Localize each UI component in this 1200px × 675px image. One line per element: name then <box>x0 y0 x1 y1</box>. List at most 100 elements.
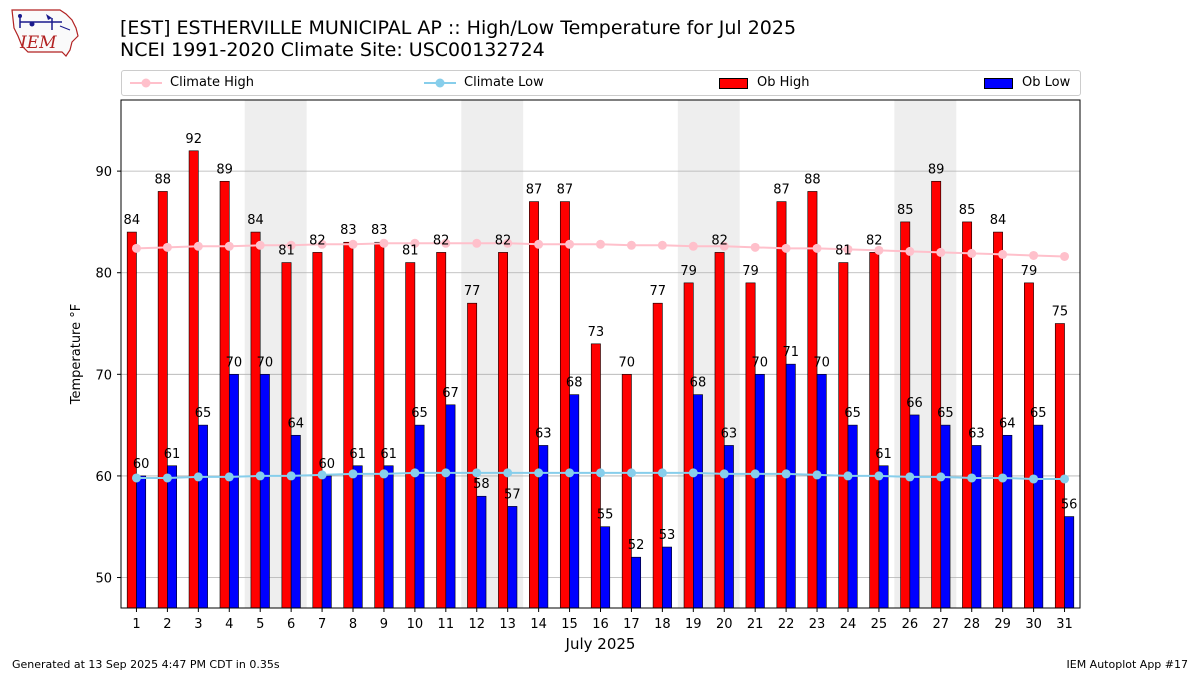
ob-low-label: 70 <box>257 355 274 370</box>
ob-low-bar <box>693 394 703 609</box>
climate-high-line-icon <box>130 78 162 87</box>
legend-climate-high: Climate High <box>130 75 254 90</box>
x-tick-label: 17 <box>623 617 640 632</box>
ob-low-label: 61 <box>380 447 397 462</box>
ob-high-label: 88 <box>154 172 171 187</box>
ob-low-label: 65 <box>1030 406 1047 421</box>
legend-ob-high-label: Ob High <box>757 75 810 90</box>
ob-low-label: 68 <box>690 376 707 391</box>
ob-low-bar <box>662 546 672 609</box>
ob-high-label: 79 <box>680 264 697 279</box>
ob-low-bar <box>909 414 920 609</box>
y-tick-label: 60 <box>95 470 112 485</box>
climate-low-point <box>379 469 389 479</box>
legend-ob-high: Ob High <box>719 75 810 90</box>
ob-high-label: 82 <box>495 233 512 248</box>
ob-high-label: 92 <box>185 132 202 147</box>
x-tick-label: 31 <box>1056 617 1073 632</box>
x-tick-label: 28 <box>963 617 980 632</box>
ob-high-bar <box>343 241 354 609</box>
ob-high-bar <box>559 201 570 609</box>
climate-low-point <box>905 472 915 482</box>
ob-high-label: 85 <box>959 203 976 218</box>
ob-low-bar <box>754 374 765 609</box>
chart-legend: Climate High Climate Low Ob High Ob Low <box>121 70 1081 96</box>
ob-low-bar <box>167 465 177 609</box>
ob-low-bar <box>785 363 796 609</box>
ob-high-bar <box>157 191 168 609</box>
ob-low-bar <box>290 434 301 609</box>
ob-high-bar <box>621 374 632 609</box>
ob-high-bar <box>838 262 849 609</box>
ob-high-label: 79 <box>1021 264 1038 279</box>
climate-low-point <box>626 468 636 478</box>
ob-high-bar <box>776 201 787 609</box>
ob-low-bar <box>816 374 827 609</box>
climate-high-point <box>131 243 141 253</box>
ob-high-label: 87 <box>557 183 574 198</box>
iem-logo: IEM <box>8 6 82 58</box>
climate-high-point <box>812 243 822 253</box>
climate-low-point <box>534 468 544 478</box>
legend-ob-low: Ob Low <box>984 75 1070 90</box>
ob-high-label: 83 <box>340 223 357 238</box>
ob-high-label: 79 <box>742 264 759 279</box>
legend-climate-high-label: Climate High <box>170 75 255 90</box>
climate-high-point <box>874 245 884 255</box>
legend-ob-low-label: Ob Low <box>1022 75 1071 90</box>
ob-high-swatch-icon <box>719 77 748 89</box>
ob-low-label: 56 <box>1061 498 1078 513</box>
x-tick-label: 19 <box>685 617 702 632</box>
climate-high-point <box>905 246 915 256</box>
climate-low-point <box>750 469 760 479</box>
climate-high-point <box>410 238 420 248</box>
x-tick-label: 6 <box>287 617 295 632</box>
x-tick-label: 13 <box>499 617 516 632</box>
ob-low-bar <box>507 506 518 609</box>
ob-high-bar <box>529 201 539 609</box>
climate-low-point <box>131 473 141 483</box>
ob-low-label: 63 <box>535 426 552 441</box>
x-tick-label: 25 <box>871 617 888 632</box>
ob-low-bar <box>259 374 270 609</box>
ob-low-label: 68 <box>566 376 583 391</box>
ob-low-label: 53 <box>659 528 676 543</box>
x-tick-label: 4 <box>225 617 233 632</box>
ob-high-bar <box>931 180 942 609</box>
ob-high-bar <box>683 282 694 609</box>
x-tick-label: 9 <box>380 617 388 632</box>
ob-high-bar <box>1054 323 1065 609</box>
ob-high-bar <box>652 302 663 609</box>
climate-low-point <box>688 468 698 478</box>
ob-low-bar <box>878 465 889 609</box>
x-tick-label: 27 <box>933 617 950 632</box>
ob-high-label: 77 <box>649 284 666 299</box>
ob-high-bar <box>498 252 508 609</box>
ob-low-bar <box>940 424 951 609</box>
ob-high-bar <box>188 150 199 609</box>
ob-high-label: 84 <box>124 213 141 228</box>
ob-low-label: 65 <box>411 406 428 421</box>
ob-high-bar <box>807 191 818 609</box>
legend-climate-low: Climate Low <box>424 75 544 90</box>
x-axis-label: July 2025 <box>565 635 636 653</box>
x-tick-label: 10 <box>407 617 424 632</box>
climate-low-point <box>193 472 203 482</box>
ob-low-label: 63 <box>968 426 985 441</box>
ob-low-label: 60 <box>133 457 150 472</box>
climate-low-point <box>1029 474 1039 484</box>
ob-high-label: 84 <box>247 213 264 228</box>
x-tick-label: 14 <box>530 617 547 632</box>
ob-high-bar <box>374 241 385 609</box>
climate-high-point <box>626 240 636 250</box>
ob-low-label: 64 <box>999 416 1016 431</box>
climate-high-point <box>843 244 853 254</box>
x-tick-label: 15 <box>561 617 578 632</box>
climate-low-point <box>719 469 729 479</box>
ob-high-bar <box>436 252 447 609</box>
climate-low-point <box>410 468 420 478</box>
logo-text: IEM <box>19 33 57 53</box>
ob-high-bar <box>126 231 137 609</box>
climate-low-point <box>441 468 451 478</box>
climate-high-point <box>936 247 946 257</box>
